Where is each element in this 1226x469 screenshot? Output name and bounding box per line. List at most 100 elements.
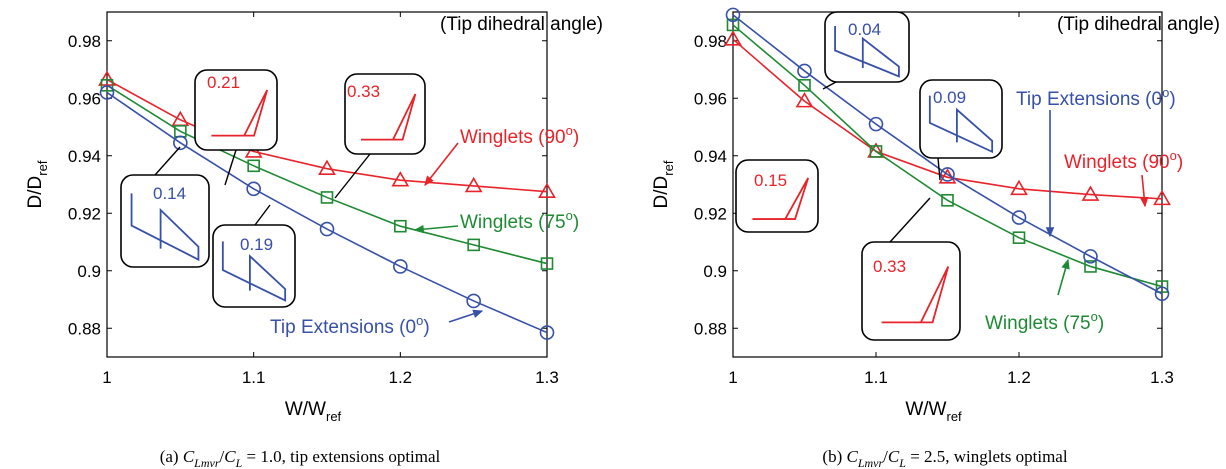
x-tick-label: 1.1 bbox=[242, 368, 266, 387]
series-label: Winglets (90o) bbox=[460, 123, 579, 148]
planform-sketch bbox=[834, 26, 900, 78]
y-tick-label: 0.88 bbox=[68, 319, 101, 338]
x-tick-label: 1.3 bbox=[535, 368, 559, 387]
y-tick-label: 0.92 bbox=[68, 204, 101, 223]
data-point-triangle bbox=[724, 30, 742, 46]
data-point-triangle bbox=[1010, 179, 1028, 196]
leader-line bbox=[254, 204, 271, 226]
series-arrow bbox=[424, 142, 459, 186]
series-label: Winglets (75o) bbox=[985, 309, 1104, 334]
inset-box bbox=[861, 241, 961, 341]
series-line bbox=[106, 78, 548, 193]
series-label: Tip Extensions (0o) bbox=[1016, 85, 1176, 110]
y-tick-label: 0.96 bbox=[694, 89, 727, 108]
data-point-triangle bbox=[538, 182, 556, 198]
chart-panel-a: 1 1.1 1.2 1.3 0.88 0.9 0.92 0.94 0.96 0.98 W/Wref D… bbox=[25, 11, 603, 469]
dihedral-note: (Tip dihedral angle) bbox=[440, 14, 603, 35]
inset-value: 0.21 bbox=[207, 73, 240, 92]
series-line bbox=[106, 84, 548, 265]
chart-panel-b: 1 1.1 1.2 1.3 0.88 0.9 0.92 0.94 0.96 0.98 W/Wref D… bbox=[651, 7, 1220, 469]
inset-value: 0.15 bbox=[754, 171, 787, 190]
data-point-square bbox=[726, 18, 740, 32]
data-point-triangle bbox=[1081, 185, 1100, 201]
y-tick-label: 0.98 bbox=[694, 32, 727, 51]
series-circle: Tip Extensions (0o) bbox=[725, 7, 1176, 302]
data-point-square bbox=[1012, 231, 1026, 244]
data-point-circle bbox=[246, 181, 261, 197]
arrow-head bbox=[472, 309, 484, 318]
data-point-circle bbox=[466, 293, 481, 309]
data-point-square bbox=[1084, 260, 1097, 273]
data-point-triangle bbox=[98, 70, 116, 86]
figure-caption: (a) CLmvr/CL = 1.0, tip extensions optim… bbox=[160, 447, 441, 469]
inset-value: 0.33 bbox=[873, 257, 906, 276]
series-triangle: Winglets (90o) bbox=[98, 70, 579, 198]
winglet-sketch bbox=[361, 93, 417, 141]
inset-value: 0.04 bbox=[848, 20, 881, 39]
series-label: Tip Extensions (0o) bbox=[270, 313, 430, 338]
series-square: Winglets (75o) bbox=[100, 79, 579, 270]
planform-sketch bbox=[221, 241, 287, 302]
series-label: Winglets (90o) bbox=[1064, 148, 1183, 173]
y-tick-label: 0.88 bbox=[694, 319, 727, 338]
data-point-square bbox=[247, 159, 260, 173]
data-point-square bbox=[467, 238, 480, 252]
inset-value: 0.19 bbox=[240, 235, 273, 254]
data-point-triangle bbox=[318, 159, 336, 175]
dihedral-note: (Tip dihedral angle) bbox=[1057, 14, 1220, 35]
winglet-sketch bbox=[211, 89, 269, 137]
data-point-square bbox=[798, 79, 811, 92]
data-point-square bbox=[100, 79, 114, 92]
data-point-circle bbox=[940, 167, 955, 182]
series-line bbox=[732, 38, 1163, 200]
series-circle: Tip Extensions (0o) bbox=[99, 85, 555, 340]
data-point-circle bbox=[319, 221, 335, 237]
data-point-circle bbox=[1011, 210, 1027, 225]
y-tick-label: 0.94 bbox=[68, 147, 101, 166]
y-tick-label: 0.98 bbox=[68, 32, 101, 51]
data-point-triangle bbox=[795, 92, 814, 108]
inset-box bbox=[919, 79, 1003, 159]
leader-line bbox=[334, 153, 371, 199]
data-point-circle bbox=[1083, 249, 1098, 264]
winglet-sketch bbox=[752, 177, 810, 220]
series-triangle: Winglets (90o) bbox=[724, 30, 1183, 208]
data-point-circle bbox=[393, 259, 408, 274]
planform-sketch bbox=[130, 193, 200, 262]
inset-value: 0.09 bbox=[933, 88, 966, 107]
data-point-circle bbox=[868, 116, 884, 132]
series-label: Winglets (75o) bbox=[460, 208, 579, 233]
arrow-head bbox=[1045, 227, 1055, 238]
leader-line bbox=[822, 81, 837, 90]
x-tick-label: 1.2 bbox=[1007, 368, 1031, 387]
y-tick-label: 0.94 bbox=[694, 147, 727, 166]
series-line bbox=[732, 24, 1163, 288]
arrow-head bbox=[413, 224, 425, 234]
x-tick-label: 1 bbox=[102, 368, 111, 387]
data-point-triangle bbox=[391, 171, 410, 187]
data-point-square bbox=[394, 219, 407, 233]
x-axis-label: W/Wref bbox=[285, 399, 342, 424]
data-point-circle bbox=[725, 7, 741, 23]
planform-sketch bbox=[928, 95, 994, 154]
x-tick-label: 1 bbox=[728, 368, 737, 387]
y-axis-label: D/Dref bbox=[25, 160, 50, 208]
y-tick-label: 0.92 bbox=[694, 204, 727, 223]
data-point-square bbox=[540, 257, 554, 270]
data-point-circle bbox=[797, 63, 812, 79]
winglet-sketch bbox=[881, 266, 950, 324]
figure-caption: (b) CLmvr/CL = 2.5, winglets optimal bbox=[822, 447, 1067, 469]
y-axis-label: D/Dref bbox=[651, 160, 676, 208]
inset-box bbox=[120, 174, 210, 268]
leader-line bbox=[224, 149, 237, 186]
arrow-head bbox=[1139, 196, 1149, 208]
data-point-circle bbox=[1154, 286, 1170, 302]
data-point-square bbox=[941, 194, 954, 207]
x-axis-label: W/Wref bbox=[905, 399, 962, 424]
x-tick-label: 1.2 bbox=[389, 368, 413, 387]
data-point-square bbox=[320, 191, 334, 204]
inset-box bbox=[212, 224, 296, 308]
y-tick-label: 0.9 bbox=[77, 262, 101, 281]
series-square: Winglets (75o) bbox=[726, 18, 1169, 334]
